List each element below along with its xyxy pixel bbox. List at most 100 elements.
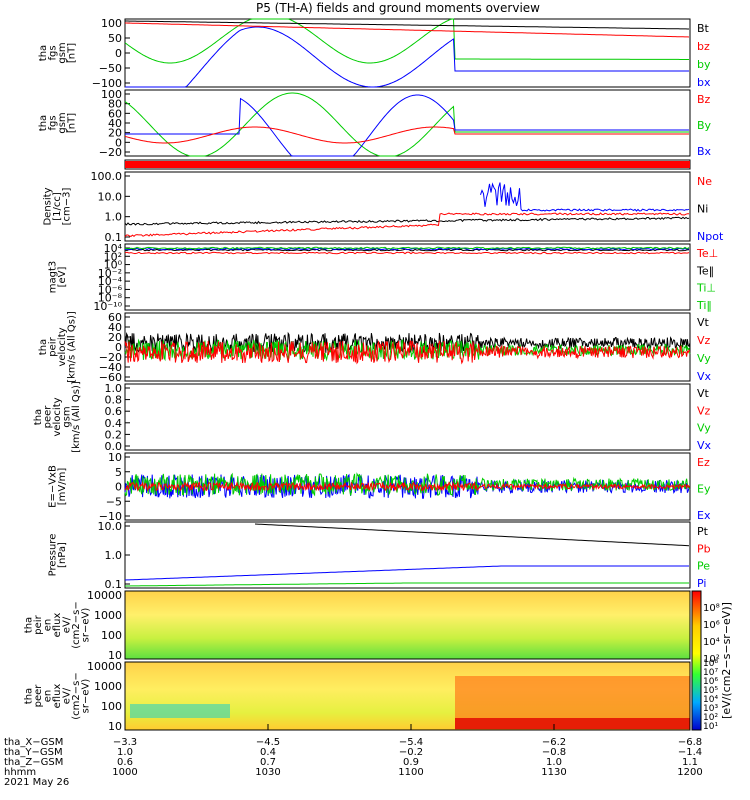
panel-10: 10000 1000 100 10 thapeirenefluxeV/(cm2−s−sr… — [24, 589, 691, 662]
panel-frame — [124, 171, 691, 242]
y-axis-label: en — [43, 690, 54, 703]
y-tick-label: 1.0 — [105, 549, 123, 562]
y-tick-label: 0 — [115, 481, 122, 494]
legend-entry: Pe — [697, 560, 710, 573]
panel-11: 10000 1000 100 10 thapeerenefluxeV/(cm2−s−sr… — [24, 660, 691, 733]
y-axis-label: (cm2−s− — [71, 601, 82, 648]
y-tick-label: 1000 — [94, 609, 122, 622]
colorbar-tick: 10² — [703, 654, 720, 665]
y-tick-label: 10000 — [87, 589, 122, 602]
y-tick-label: 0 — [115, 136, 122, 149]
colorbar-tick: 10² — [703, 713, 718, 723]
y-tick-label: 10000 — [87, 660, 122, 673]
y-tick-label: 100 — [101, 629, 122, 642]
legend-entry: Te‖ — [696, 264, 714, 277]
x-tick-label: −5.4 — [399, 737, 423, 748]
panel-7: 1.00.80.60.40.20.0 thapeervelocitygsm[km/… — [33, 381, 712, 453]
panel-frame — [124, 243, 691, 311]
legend-entry: Npot — [697, 230, 724, 243]
y-tick-label: 10.0 — [98, 520, 123, 533]
x-tick-label: −6.2 — [542, 737, 566, 748]
panels: 100500−50−100thafgsgsm[nT]Btbzbybx100806… — [24, 17, 724, 733]
y-tick-label: −20 — [99, 146, 122, 159]
x-row-label: tha_Y−GSM — [4, 747, 63, 758]
legend-entry: Ti⊥ — [696, 282, 716, 295]
y-axis-label: gsm — [57, 42, 68, 63]
colorbar-tick: 10⁴ — [703, 695, 718, 705]
series-Ne — [124, 212, 689, 238]
legend-entry: Vy — [697, 352, 711, 365]
series-bx — [125, 26, 689, 88]
y-axis-label: [km/s (All Qs)] — [66, 311, 77, 383]
panel-frame — [124, 312, 691, 382]
y-tick-label: −40 — [99, 361, 122, 374]
y-axis-label: tha — [24, 617, 35, 633]
x-row-label: tha_Z−GSM — [4, 757, 63, 768]
y-tick-label: 10 — [108, 451, 122, 464]
y-tick-label: 10 — [108, 720, 122, 733]
y-axis-label: velocity — [57, 327, 68, 366]
y-tick-label: 100 — [101, 700, 122, 713]
series-temperature — [124, 251, 690, 255]
legend-entry: Pb — [697, 542, 711, 555]
y-axis-label: [km/s (All Qs)] — [71, 381, 82, 453]
y-axis-label: [1/cc] — [52, 192, 63, 221]
colorbar-tick: 10⁵ — [703, 686, 718, 696]
y-axis-label: tha — [33, 409, 44, 425]
y-tick-label: 0.8 — [105, 394, 123, 407]
y-tick-label: 1000 — [94, 680, 122, 693]
x-tick-label: 0.9 — [403, 757, 419, 768]
legend-entry: Ne — [697, 175, 712, 188]
series-By — [124, 92, 689, 157]
legend-entry: Vz — [697, 334, 711, 347]
y-axis-label: tha — [38, 339, 49, 355]
y-axis-label: peer — [33, 684, 44, 708]
x-tick-label: −3.3 — [113, 737, 137, 748]
y-tick-label: 10⁻⁶ — [98, 283, 123, 296]
y-tick-label: 0 — [115, 47, 122, 60]
y-axis-label: E=−VxB — [47, 465, 58, 508]
legend-entry: Vx — [697, 439, 712, 452]
legend-entry: bz — [697, 40, 710, 53]
y-axis-label: tha — [38, 115, 49, 131]
y-tick-label: 100 — [101, 88, 122, 101]
panel-9: 10.0 1.0 0.1 Pressure[nPa] Pt Pb Pe Pi — [47, 520, 710, 591]
y-axis-label: tha — [38, 45, 49, 61]
y-axis-label: [nPa] — [57, 542, 68, 568]
series-Vz — [124, 339, 691, 365]
y-tick-label: 10⁻⁸ — [98, 292, 123, 305]
legend-entry: Ti‖ — [696, 299, 712, 312]
y-axis-label: [mV/m] — [57, 468, 68, 506]
y-tick-label: 10⁴ — [104, 242, 123, 255]
legend-entry: Bz — [697, 93, 711, 106]
y-axis-label: en — [43, 619, 54, 632]
series-Pe — [125, 582, 689, 587]
y-axis-label: peer — [43, 405, 54, 429]
flag-bar — [125, 161, 690, 168]
y-axis-label: eflux — [52, 613, 63, 638]
y-axis-label: fgs — [47, 115, 58, 130]
panel-frame — [124, 18, 691, 88]
colorbar-tick: 10⁶ — [703, 620, 720, 631]
legend-entry: Vx — [697, 370, 712, 383]
y-tick-label: 100.0 — [91, 170, 123, 183]
panel-8: 10 5 0−5 −10 E=−VxB[mV/m] Ez Ey Ex — [47, 451, 711, 523]
y-tick-label: −100 — [92, 77, 122, 90]
x-tick-label: −0.8 — [542, 747, 566, 758]
y-axis-label: peir — [33, 614, 44, 634]
y-tick-label: −60 — [99, 371, 122, 384]
y-axis-label: magt3 — [47, 261, 58, 294]
x-row-label: tha_X−GSM — [4, 737, 63, 748]
y-tick-label: 1.0 — [105, 211, 123, 224]
y-axis-label: Density — [43, 187, 54, 225]
legend-entry: Bx — [697, 145, 712, 158]
legend-entry: By — [697, 119, 712, 132]
x-tick-label: 0.6 — [117, 757, 133, 768]
series-temperature — [124, 246, 690, 250]
y-tick-label: 10⁻¹⁰ — [93, 300, 122, 313]
legend-entry: Pi — [697, 577, 706, 590]
y-tick-label: 10 — [108, 649, 122, 662]
panel-3 — [124, 159, 691, 170]
